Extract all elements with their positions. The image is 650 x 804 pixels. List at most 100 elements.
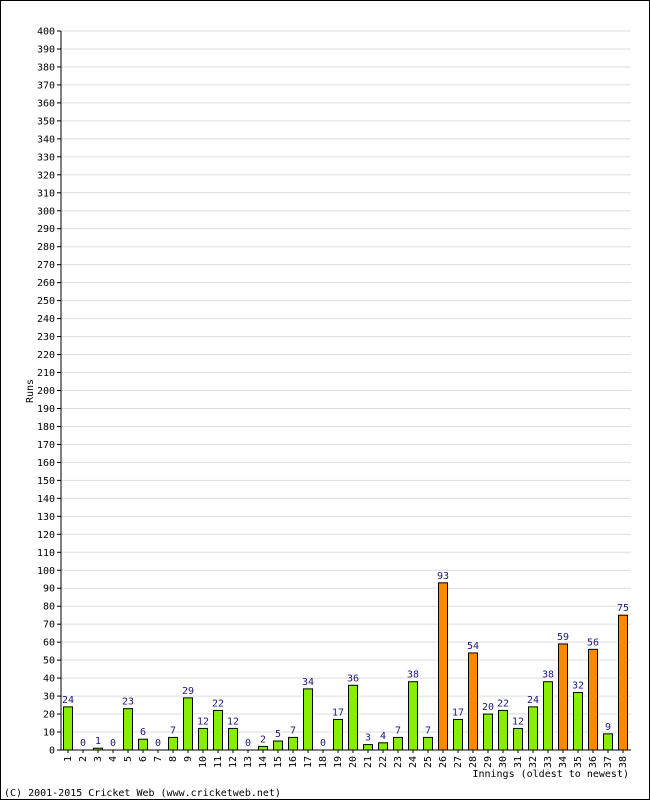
- x-tick-label: 8: [168, 756, 179, 762]
- y-tick-label: 210: [37, 368, 55, 379]
- data-label: 0: [245, 738, 251, 749]
- x-tick-label: 14: [258, 756, 269, 768]
- y-tick-label: 190: [37, 404, 55, 415]
- y-tick-label: 240: [37, 314, 55, 325]
- y-tick-label: 80: [43, 602, 55, 613]
- x-tick-label: 10: [198, 756, 209, 768]
- data-label: 7: [170, 725, 176, 736]
- bar: [423, 736, 433, 751]
- bar: [588, 648, 598, 751]
- y-axis-label: Runs: [25, 379, 36, 403]
- data-label: 2: [260, 734, 266, 745]
- y-tick-label: 360: [37, 98, 55, 109]
- bar: [513, 727, 523, 751]
- x-tick-label: 6: [138, 756, 149, 762]
- bar: [603, 733, 613, 751]
- y-tick-label: 30: [43, 692, 55, 703]
- y-tick-label: 70: [43, 620, 55, 631]
- y-tick-label: 380: [37, 62, 55, 73]
- data-label: 12: [197, 716, 209, 727]
- x-tick-label: 13: [243, 756, 254, 768]
- y-tick-label: 170: [37, 440, 55, 451]
- bar: [438, 582, 448, 751]
- x-tick-label: 19: [333, 756, 344, 768]
- y-tick-label: 250: [37, 296, 55, 307]
- y-tick-label: 90: [43, 584, 55, 595]
- data-label: 3: [365, 733, 371, 744]
- data-label: 7: [395, 725, 401, 736]
- y-tick-label: 140: [37, 494, 55, 505]
- x-tick-label: 38: [618, 756, 629, 768]
- x-tick-label: 27: [453, 756, 464, 768]
- y-tick-label: 280: [37, 242, 55, 253]
- data-label: 17: [452, 707, 464, 718]
- bar: [528, 706, 538, 751]
- y-tick-label: 320: [37, 170, 55, 181]
- x-tick-label: 18: [318, 756, 329, 768]
- y-tick-label: 50: [43, 656, 55, 667]
- bar: [618, 614, 628, 751]
- bar: [258, 745, 268, 751]
- y-tick-label: 130: [37, 512, 55, 523]
- y-tick-label: 350: [37, 116, 55, 127]
- bar: [348, 684, 358, 751]
- y-tick-label: 120: [37, 530, 55, 541]
- y-tick-label: 330: [37, 152, 55, 163]
- bar: [138, 738, 148, 751]
- bar: [498, 709, 508, 751]
- y-tick-label: 270: [37, 260, 55, 271]
- data-label: 20: [482, 702, 494, 713]
- data-label: 54: [467, 641, 479, 652]
- x-tick-label: 2: [78, 756, 89, 762]
- x-tick-label: 9: [183, 756, 194, 762]
- bar: [483, 713, 493, 751]
- x-tick-label: 12: [228, 756, 239, 768]
- y-tick-label: 290: [37, 224, 55, 235]
- data-label: 29: [182, 686, 194, 697]
- data-label: 5: [275, 729, 281, 740]
- data-label: 0: [110, 738, 116, 749]
- x-axis-label: Innings (oldest to newest): [472, 769, 629, 780]
- bar: [408, 681, 418, 751]
- x-tick-label: 21: [363, 756, 374, 768]
- y-tick-label: 20: [43, 710, 55, 721]
- gridlines: [61, 30, 631, 733]
- y-tick-label: 220: [37, 350, 55, 361]
- data-label: 34: [302, 677, 314, 688]
- y-tick-label: 110: [37, 548, 55, 559]
- axes: 0102030405060708090100110120130140150160…: [37, 27, 631, 768]
- data-label: 24: [62, 695, 74, 706]
- data-label: 1: [95, 736, 101, 747]
- x-tick-label: 5: [123, 756, 134, 762]
- x-tick-label: 37: [603, 756, 614, 768]
- data-label: 17: [332, 707, 344, 718]
- data-label: 0: [320, 738, 326, 749]
- bar: [213, 709, 223, 751]
- x-tick-label: 22: [378, 756, 389, 768]
- bar: [198, 727, 208, 751]
- x-tick-label: 17: [303, 756, 314, 768]
- y-tick-label: 310: [37, 188, 55, 199]
- x-tick-label: 31: [513, 756, 524, 768]
- x-tick-label: 32: [528, 756, 539, 768]
- data-label: 7: [290, 725, 296, 736]
- bar: [363, 744, 373, 751]
- x-tick-label: 7: [153, 756, 164, 762]
- x-tick-label: 26: [438, 756, 449, 768]
- bar: [543, 681, 553, 751]
- data-label: 24: [527, 695, 539, 706]
- data-label: 32: [572, 680, 584, 691]
- x-tick-label: 34: [558, 756, 569, 768]
- copyright-footer: (C) 2001-2015 Cricket Web (www.cricketwe…: [4, 788, 281, 799]
- y-tick-label: 390: [37, 44, 55, 55]
- x-tick-label: 11: [213, 756, 224, 768]
- data-label: 0: [80, 738, 86, 749]
- bar: [393, 736, 403, 751]
- x-tick-label: 36: [588, 756, 599, 768]
- y-tick-label: 230: [37, 332, 55, 343]
- bar: [303, 688, 313, 751]
- data-label: 22: [497, 698, 509, 709]
- x-tick-label: 3: [93, 756, 104, 762]
- data-label: 56: [587, 637, 599, 648]
